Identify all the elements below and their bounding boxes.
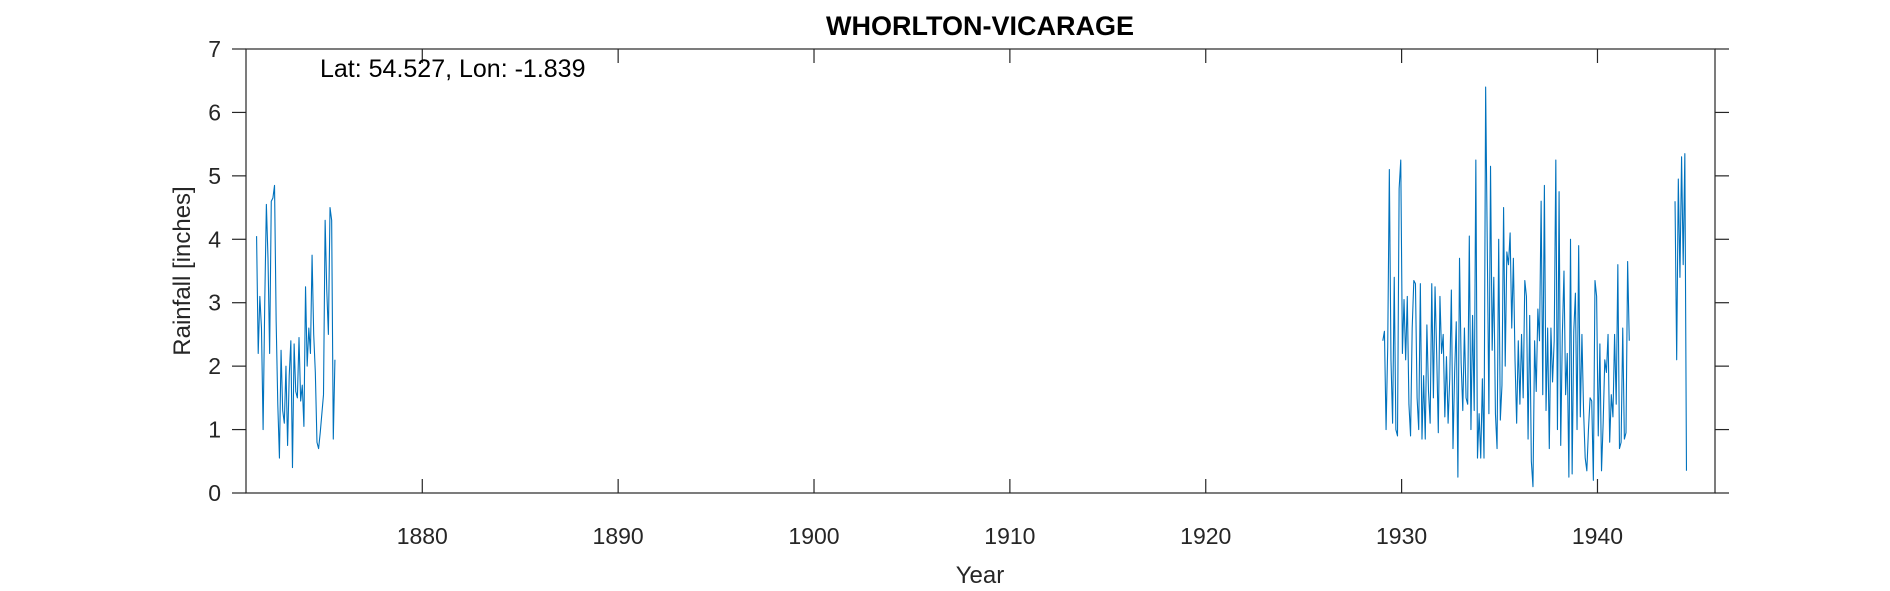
rainfall-series-line — [1382, 86, 1630, 488]
y-tick-label: 5 — [208, 163, 221, 189]
x-tick-label: 1930 — [1376, 523, 1427, 549]
x-tick-label: 1910 — [984, 523, 1035, 549]
x-tick-labels: 1880 1890 1900 1910 1920 1930 1940 — [397, 523, 1623, 549]
x-tick-label: 1940 — [1572, 523, 1623, 549]
y-tick-label: 4 — [208, 226, 221, 252]
plot-area — [246, 49, 1715, 493]
x-tick-label: 1900 — [788, 523, 839, 549]
y-tick-labels: 0 1 2 3 4 5 6 7 — [208, 36, 221, 506]
x-tick-label: 1890 — [593, 523, 644, 549]
rainfall-series-line — [256, 184, 336, 469]
y-axis-label: Rainfall [inches] — [169, 186, 196, 355]
annotation-latlon: Lat: 54.527, Lon: -1.839 — [320, 55, 586, 83]
y-tick-label: 3 — [208, 290, 221, 316]
y-tick-label: 6 — [208, 99, 221, 125]
y-tick-label: 2 — [208, 353, 221, 379]
rainfall-series-line — [1674, 153, 1688, 471]
tick-marks — [232, 48, 1729, 494]
chart-title: WHORLTON-VICARAGE — [826, 11, 1134, 41]
y-tick-label: 1 — [208, 417, 221, 443]
series-lines — [256, 86, 1688, 488]
x-tick-label: 1880 — [397, 523, 448, 549]
y-tick-label: 0 — [208, 480, 221, 506]
plot-frame — [245, 48, 1716, 494]
x-tick-label: 1920 — [1180, 523, 1231, 549]
y-tick-label: 7 — [208, 36, 221, 62]
x-axis-label: Year — [956, 562, 1005, 589]
